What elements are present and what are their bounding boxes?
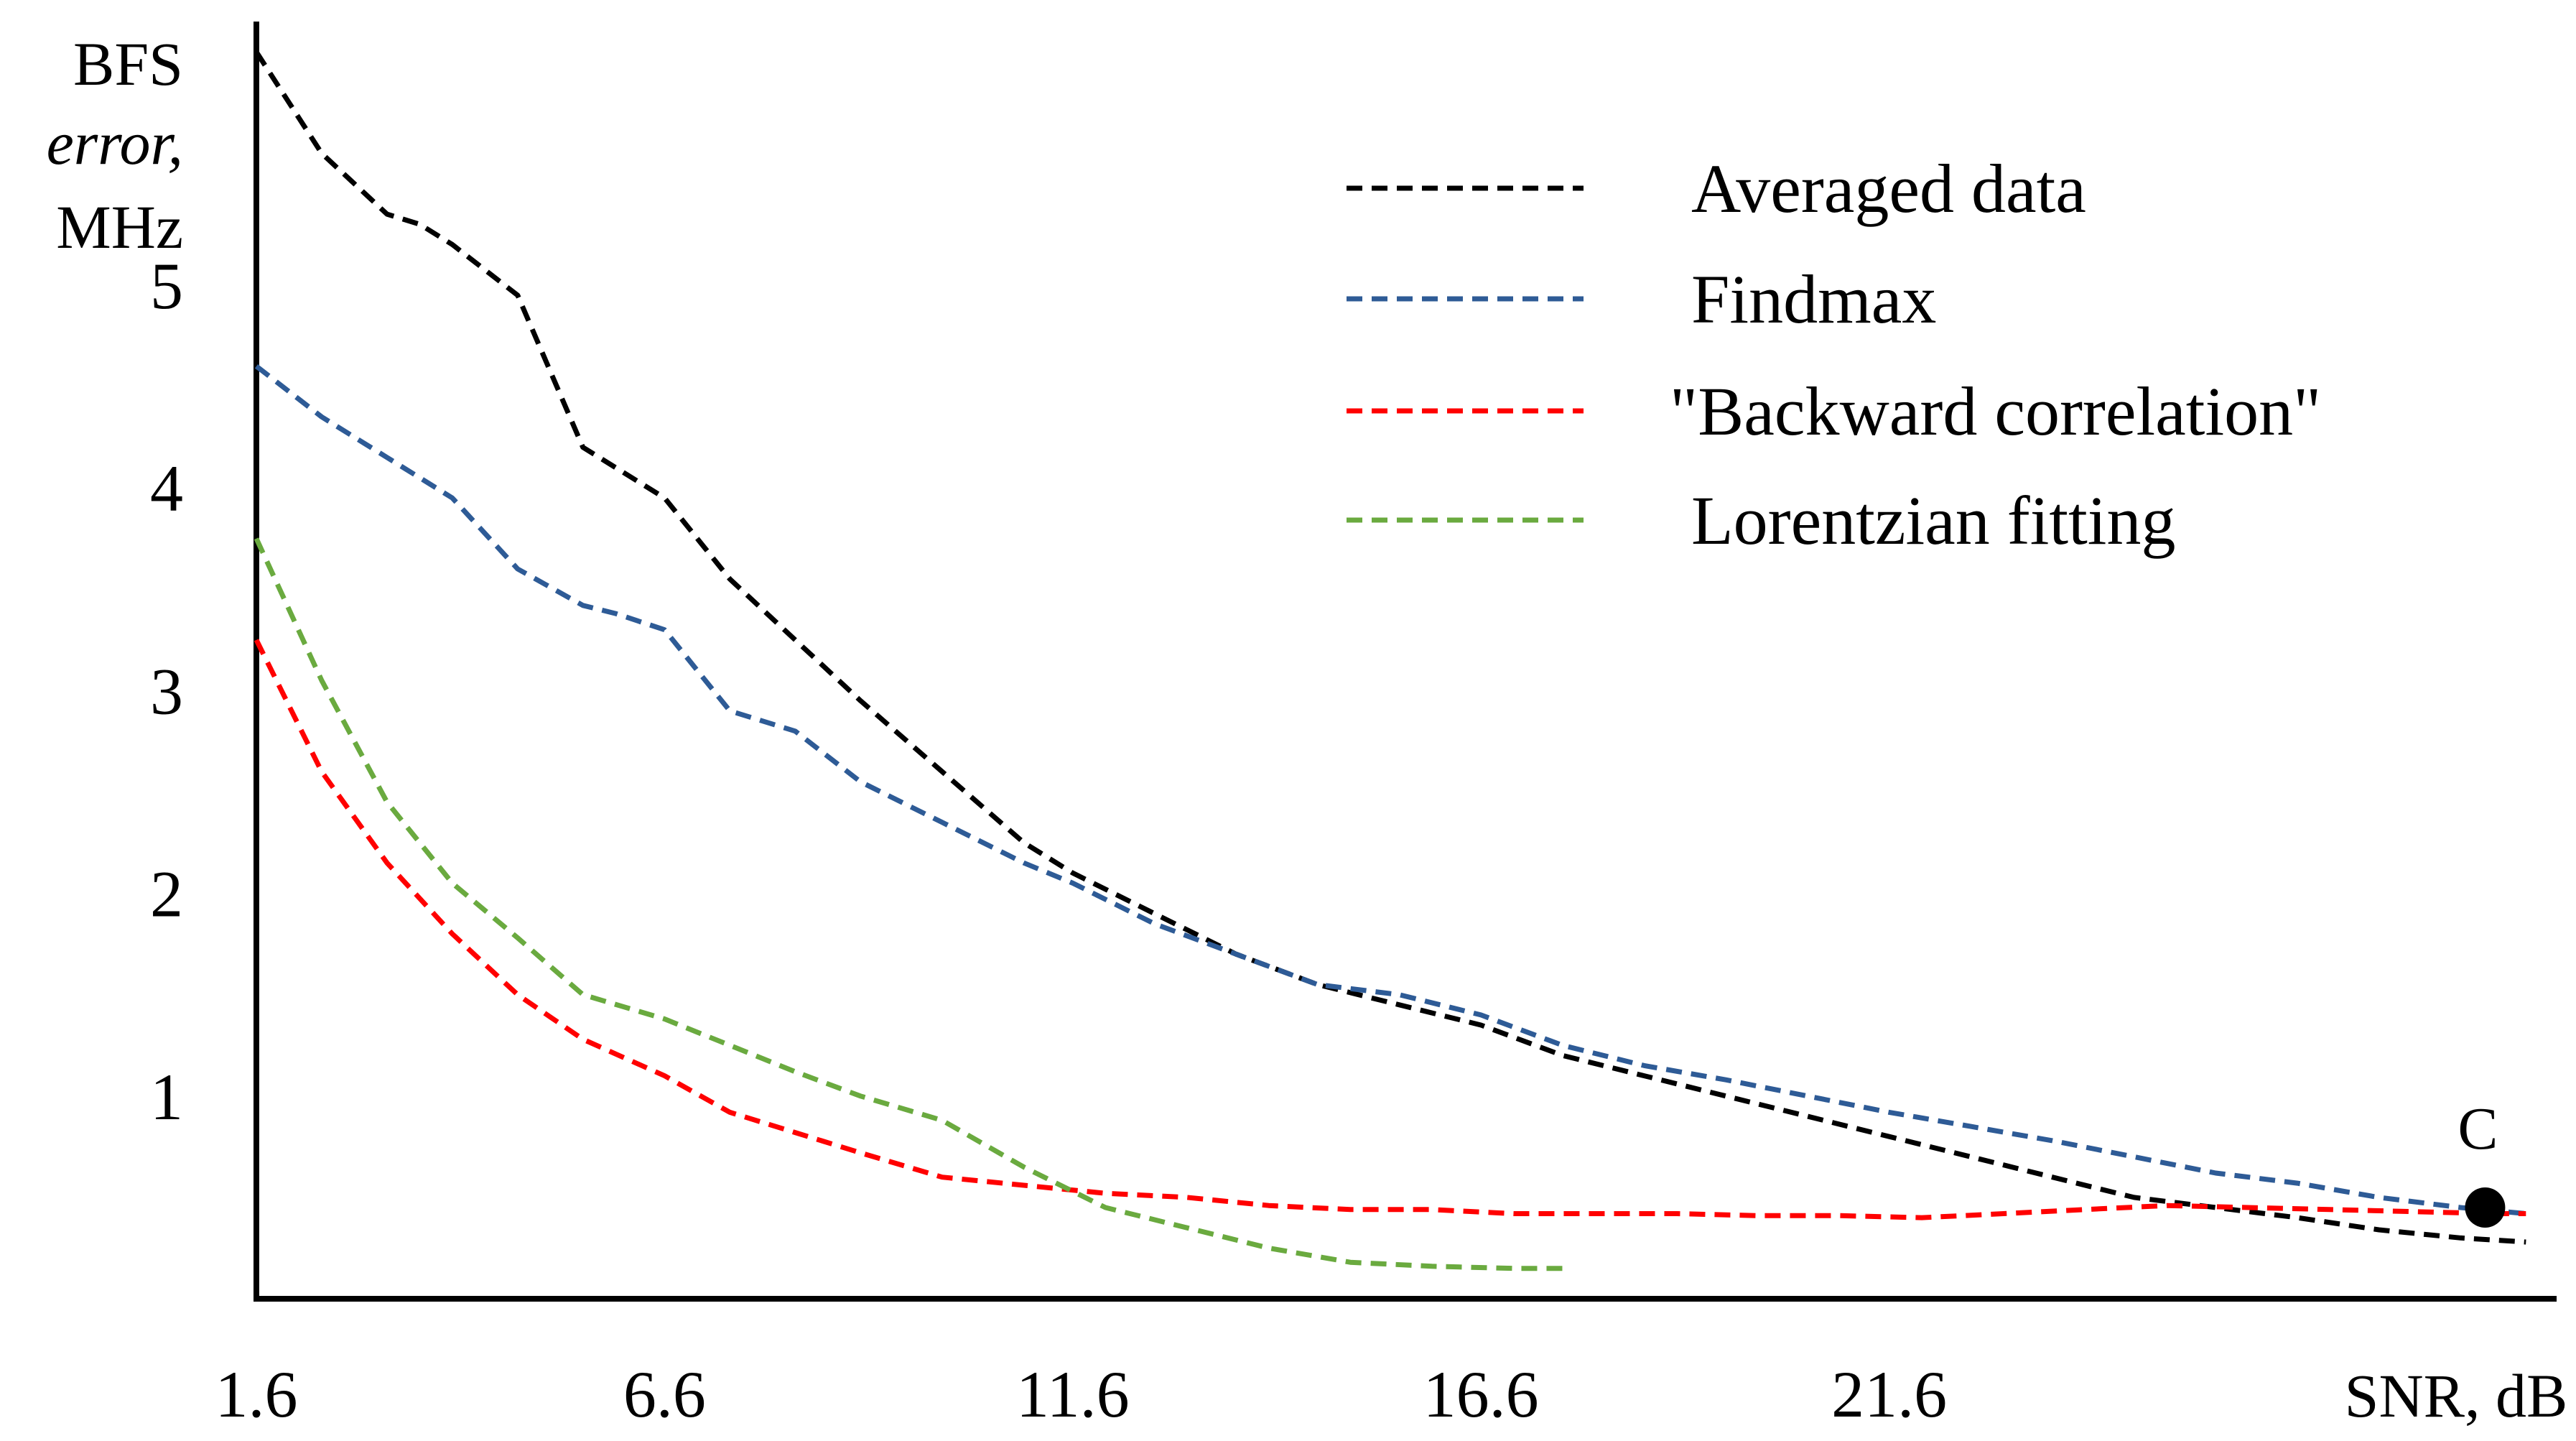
series-line-0: [254, 50, 2526, 1245]
x-tick-label: 6.6: [623, 1358, 706, 1431]
y-tick-label: 2: [150, 858, 183, 931]
tick-labels: 1 2 3 4 5 1.6 6.6 11.6 16.6 21.6: [150, 249, 1947, 1431]
x-tick-label: 16.6: [1423, 1358, 1539, 1431]
y-axis-title-line: error,: [47, 108, 183, 177]
legend: Averaged data Findmax "Backward correlatio…: [1347, 150, 2321, 559]
series-line-3: [254, 537, 1563, 1271]
annotations: C: [2458, 1095, 2506, 1228]
y-axis-title-line: BFS: [73, 29, 183, 98]
legend-label: "Backward correlation": [1670, 373, 2321, 450]
axes: [254, 22, 2557, 1302]
y-tick-label: 4: [150, 452, 183, 525]
x-tick-label: 21.6: [1831, 1358, 1947, 1431]
annotation-point: [2465, 1187, 2506, 1228]
series-line-2: [254, 639, 2526, 1220]
y-tick-label: 1: [150, 1060, 183, 1134]
legend-label: Lorentzian fitting: [1691, 482, 2175, 559]
y-axis-title-line: MHz: [56, 193, 183, 261]
x-tick-label: 1.6: [215, 1358, 298, 1431]
annotation-label: C: [2458, 1095, 2498, 1162]
x-axis-title: SNR, dB: [2345, 1361, 2568, 1430]
series-line-1: [254, 364, 2526, 1216]
y-axis-title: BFS error, MHz: [47, 29, 183, 261]
series: [254, 50, 2526, 1271]
y-tick-label: 5: [150, 249, 183, 323]
legend-label: Findmax: [1691, 261, 1936, 338]
legend-label: Averaged data: [1691, 150, 2086, 227]
y-tick-label: 3: [150, 654, 183, 728]
x-axis-title-text: SNR, dB: [2345, 1361, 2568, 1430]
x-tick-label: 11.6: [1016, 1358, 1130, 1431]
